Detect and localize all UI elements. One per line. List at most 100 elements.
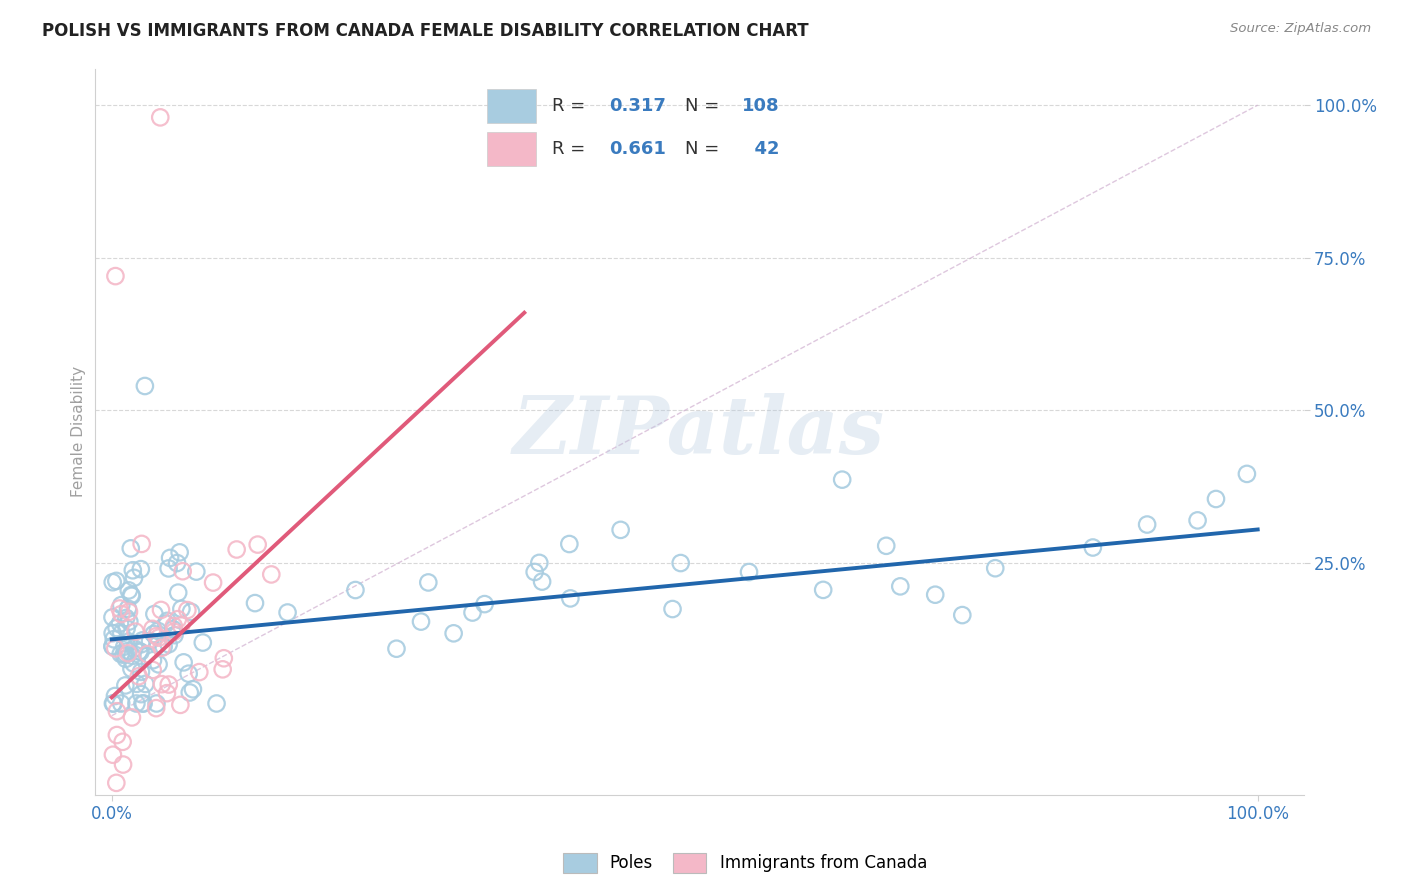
Point	[105, 728, 128, 742]
Point	[1187, 513, 1209, 527]
Point	[163, 624, 186, 639]
Point	[191, 635, 214, 649]
Point	[148, 631, 170, 645]
Point	[474, 597, 496, 611]
Point	[134, 677, 156, 691]
Point	[443, 626, 465, 640]
Point	[166, 556, 188, 570]
Point	[129, 687, 152, 701]
Point	[560, 591, 582, 606]
Point	[186, 565, 208, 579]
Point	[110, 607, 132, 621]
Point	[344, 582, 367, 597]
Y-axis label: Female Disability: Female Disability	[72, 367, 86, 498]
Point	[831, 473, 853, 487]
Point	[609, 523, 631, 537]
Point	[105, 704, 128, 718]
Point	[131, 537, 153, 551]
Point	[125, 697, 148, 711]
Point	[101, 639, 124, 653]
Point	[150, 603, 173, 617]
Point	[122, 657, 145, 671]
Point	[1081, 541, 1104, 555]
Point	[115, 647, 138, 661]
Point	[811, 582, 834, 597]
Point	[409, 615, 432, 629]
Point	[157, 637, 180, 651]
Legend: Poles, Immigrants from Canada: Poles, Immigrants from Canada	[557, 847, 934, 880]
Point	[260, 567, 283, 582]
Point	[167, 585, 190, 599]
Text: POLISH VS IMMIGRANTS FROM CANADA FEMALE DISABILITY CORRELATION CHART: POLISH VS IMMIGRANTS FROM CANADA FEMALE …	[42, 22, 808, 40]
Point	[529, 556, 551, 570]
Point	[385, 641, 408, 656]
Point	[103, 697, 125, 711]
Point	[132, 697, 155, 711]
Point	[212, 651, 235, 665]
Point	[114, 678, 136, 692]
Point	[142, 663, 165, 677]
Point	[120, 662, 142, 676]
Point	[163, 628, 186, 642]
Point	[117, 644, 139, 658]
Point	[169, 545, 191, 559]
Point	[176, 603, 198, 617]
Point	[924, 588, 946, 602]
Point	[246, 538, 269, 552]
Point	[103, 632, 125, 647]
Point	[101, 626, 124, 640]
Point	[243, 596, 266, 610]
Point	[121, 710, 143, 724]
Point	[139, 634, 162, 648]
Point	[115, 611, 138, 625]
Point	[111, 735, 134, 749]
Point	[738, 565, 761, 579]
Point	[172, 564, 194, 578]
Point	[110, 626, 132, 640]
Point	[101, 640, 124, 654]
Point	[950, 608, 973, 623]
Point	[149, 111, 172, 125]
Point	[125, 677, 148, 691]
Point	[129, 562, 152, 576]
Point	[122, 571, 145, 585]
Point	[1136, 517, 1159, 532]
Point	[118, 615, 141, 629]
Point	[179, 685, 201, 699]
Point	[156, 614, 179, 628]
Point	[163, 619, 186, 633]
Point	[188, 665, 211, 679]
Point	[104, 641, 127, 656]
Point	[112, 757, 135, 772]
Point	[117, 646, 139, 660]
Point	[157, 561, 180, 575]
Point	[118, 583, 141, 598]
Point	[461, 606, 484, 620]
Point	[101, 610, 124, 624]
Point	[159, 550, 181, 565]
Point	[162, 622, 184, 636]
Point	[277, 606, 299, 620]
Point	[145, 629, 167, 643]
Point	[134, 379, 156, 393]
Point	[531, 574, 554, 589]
Point	[104, 689, 127, 703]
Point	[131, 633, 153, 648]
Point	[180, 605, 202, 619]
Point	[104, 269, 127, 284]
Point	[523, 565, 546, 579]
Point	[142, 653, 165, 667]
Point	[110, 598, 132, 612]
Point	[211, 662, 233, 676]
Point	[170, 602, 193, 616]
Point	[181, 682, 204, 697]
Point	[121, 648, 143, 663]
Point	[157, 677, 180, 691]
Point	[101, 747, 124, 762]
Point	[661, 602, 683, 616]
Point	[177, 666, 200, 681]
Point	[150, 640, 173, 655]
Point	[121, 563, 143, 577]
Point	[108, 616, 131, 631]
Point	[889, 579, 911, 593]
